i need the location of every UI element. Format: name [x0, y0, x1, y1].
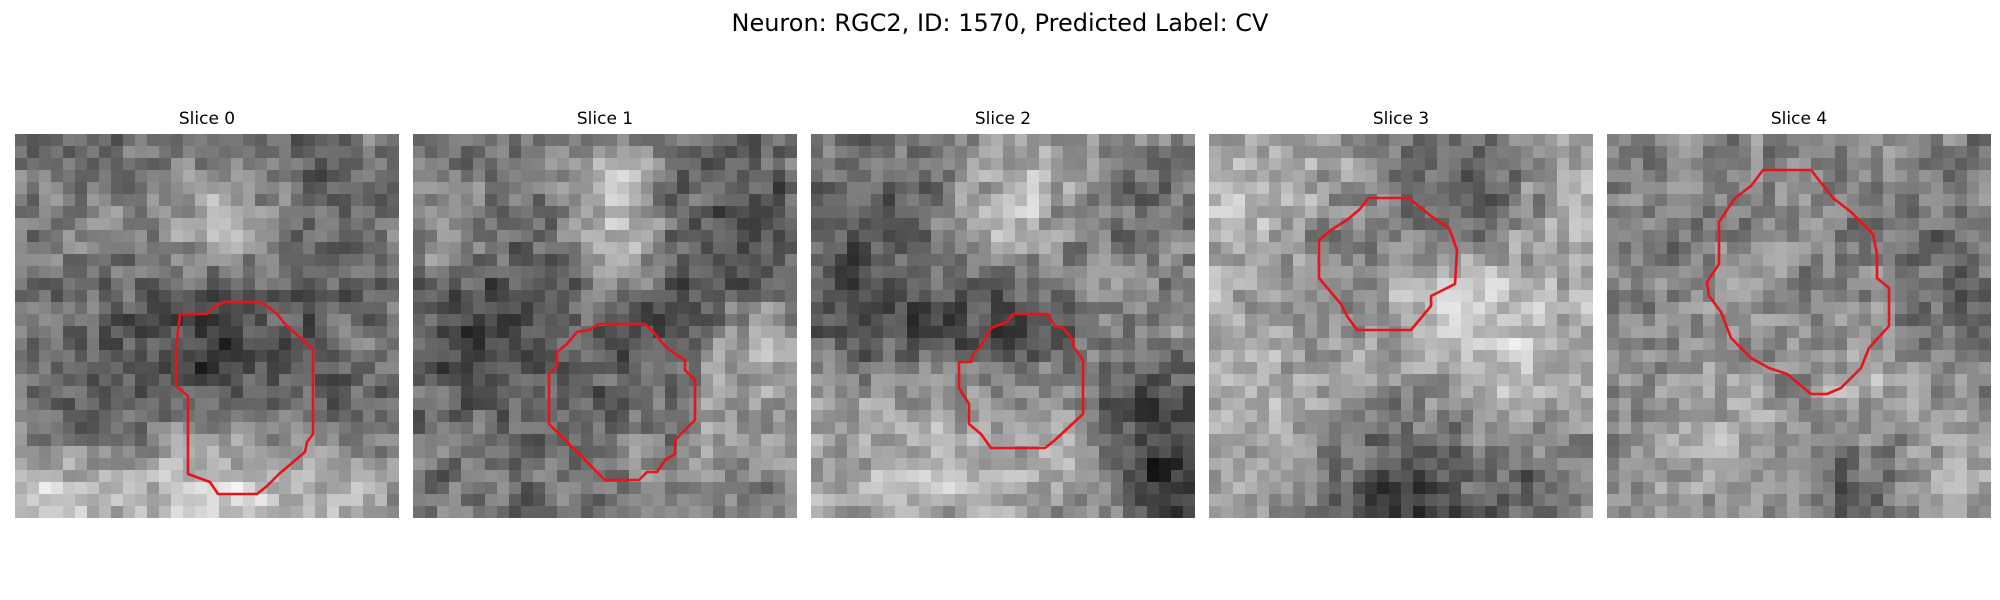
roi-contour-1: [547, 322, 697, 482]
roi-contour-3: [1317, 196, 1459, 332]
slice-title-3: Slice 3: [1372, 109, 1430, 129]
slice-panel-1: Slice 1: [413, 108, 797, 518]
slice-title-4: Slice 4: [1770, 109, 1828, 129]
slice-title-0: Slice 0: [178, 109, 236, 129]
slice-panel-4: Slice 4: [1607, 108, 1991, 518]
slice-image-2: [811, 134, 1195, 518]
slice-image-3: [1209, 134, 1593, 518]
slice-image-4: [1607, 134, 1991, 518]
roi-contour-2: [957, 312, 1085, 450]
slice-panel-3: Slice 3: [1209, 108, 1593, 518]
slice-image-1: [413, 134, 797, 518]
slice-title-2: Slice 2: [974, 109, 1032, 129]
roi-contour-4: [1705, 168, 1891, 396]
slice-image-0: [15, 134, 399, 518]
slice-panel-2: Slice 2: [811, 108, 1195, 518]
figure-title: Neuron: RGC2, ID: 1570, Predicted Label:…: [731, 9, 1269, 37]
slice-title-1: Slice 1: [576, 109, 634, 129]
roi-contour-0: [174, 300, 315, 496]
slice-panel-0: Slice 0: [15, 108, 399, 518]
